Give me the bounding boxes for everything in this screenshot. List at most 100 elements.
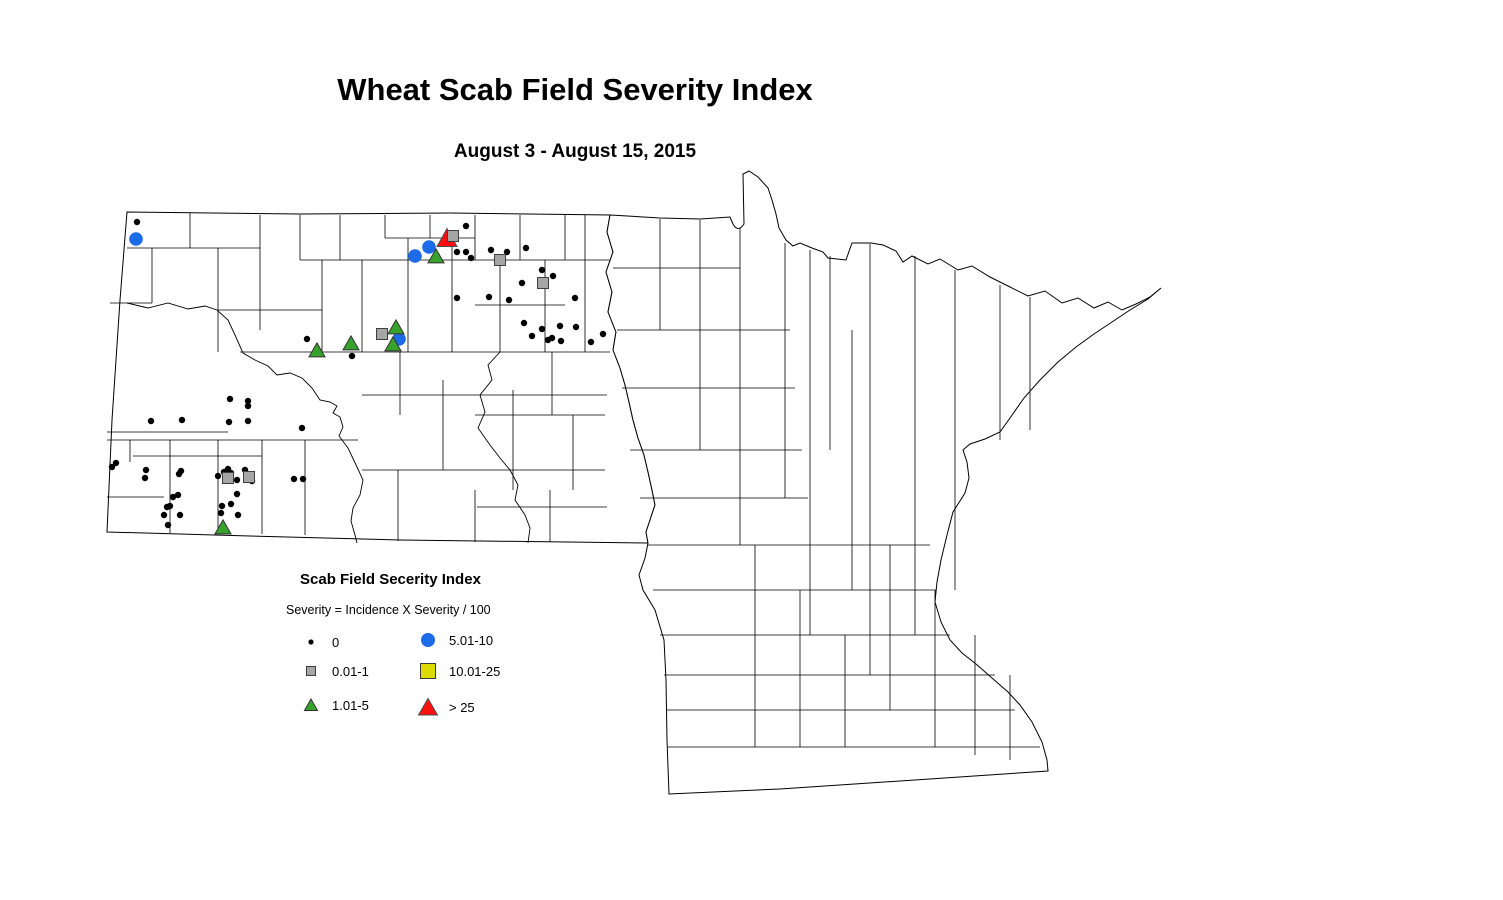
marker-dot [462, 248, 470, 256]
marker-dot [453, 294, 461, 302]
county-lines [107, 213, 1040, 760]
marker-dot [505, 296, 513, 304]
legend-item-0: 0 [299, 630, 339, 654]
marker-dot [169, 493, 177, 501]
marker-dot [244, 417, 252, 425]
marker-blue-circle [129, 232, 143, 246]
marker-dot [160, 511, 168, 519]
north-dakota-outline [106, 211, 656, 544]
gray-square-icon [306, 666, 316, 676]
marker-dot [175, 470, 183, 478]
minnesota-outline [605, 170, 1162, 795]
marker-dot [244, 397, 252, 405]
legend-item-4: 10.01-25 [416, 659, 500, 683]
legend-item-5: > 25 [416, 695, 475, 719]
marker-dot [244, 402, 252, 410]
marker-dot [217, 509, 225, 517]
marker-dot [348, 352, 356, 360]
marker-dot [518, 279, 526, 287]
marker-dot [147, 417, 155, 425]
marker-dot [290, 475, 298, 483]
page-subtitle: August 3 - August 15, 2015 [453, 141, 697, 162]
marker-dot [453, 248, 461, 256]
marker-green-triangle [387, 318, 405, 335]
marker-dot [226, 395, 234, 403]
marker-dot [298, 424, 306, 432]
missouri-river-line [126, 302, 364, 544]
marker-dot [549, 272, 557, 280]
legend-title: Scab Field Secerity Index [300, 571, 481, 588]
green-triangle-icon [303, 697, 319, 711]
legend-label: > 25 [449, 699, 475, 715]
marker-blue-circle [422, 240, 436, 254]
legend-item-2: 1.01-5 [299, 693, 369, 717]
marker-dot [467, 254, 475, 262]
marker-dot [166, 502, 174, 510]
marker-dot [227, 500, 235, 508]
marker-dot [218, 502, 226, 510]
marker-dot [503, 248, 511, 256]
legend-label: 0.01-1 [332, 663, 369, 679]
marker-dot [520, 319, 528, 327]
map-markers [108, 218, 607, 535]
marker-dot [108, 463, 116, 471]
marker-dot [142, 466, 150, 474]
legend-label: 1.01-5 [332, 697, 369, 713]
marker-dot [174, 491, 182, 499]
marker-dot [178, 416, 186, 424]
marker-dot [556, 322, 564, 330]
page-title: Wheat Scab Field Severity Index [337, 72, 813, 107]
legend-formula: Severity = Incidence X Severity / 100 [286, 603, 491, 617]
marker-green-triangle [342, 334, 360, 351]
yellow-square-icon [420, 663, 436, 679]
marker-green-triangle [384, 335, 402, 352]
marker-dot [133, 218, 141, 226]
blue-circle-icon [421, 633, 435, 647]
marker-dot [571, 294, 579, 302]
sheyenne-river-line [477, 351, 531, 544]
marker-dot [176, 511, 184, 519]
state-outlines [106, 170, 1162, 795]
marker-dot [548, 334, 556, 342]
marker-dot [234, 511, 242, 519]
black-dot-icon [308, 639, 314, 645]
marker-dot [572, 323, 580, 331]
marker-blue-circle [408, 249, 422, 263]
marker-dot [164, 521, 172, 529]
marker-gray-square [447, 230, 459, 242]
marker-green-triangle [308, 341, 326, 358]
marker-dot [599, 330, 607, 338]
marker-dot [303, 335, 311, 343]
marker-dot [233, 476, 241, 484]
marker-dot [538, 325, 546, 333]
marker-gray-square [494, 254, 506, 266]
marker-dot [538, 266, 546, 274]
marker-dot [528, 332, 536, 340]
marker-dot [299, 475, 307, 483]
marker-gray-square [243, 471, 255, 483]
marker-dot [522, 244, 530, 252]
marker-dot [587, 338, 595, 346]
red-triangle-icon [417, 697, 439, 716]
marker-gray-square [222, 472, 234, 484]
marker-dot [487, 246, 495, 254]
marker-green-triangle [214, 518, 232, 535]
marker-dot [485, 293, 493, 301]
marker-dot [225, 418, 233, 426]
marker-dot [214, 472, 222, 480]
marker-dot [462, 222, 470, 230]
legend-label: 0 [332, 634, 340, 650]
marker-dot [233, 490, 241, 498]
legend-item-1: 0.01-1 [299, 659, 369, 683]
marker-dot [141, 474, 149, 482]
legend-label: 5.01-10 [449, 632, 494, 648]
marker-green-triangle [427, 247, 445, 264]
marker-dot [557, 337, 565, 345]
legend-item-3: 5.01-10 [416, 628, 493, 652]
marker-gray-square [376, 328, 388, 340]
marker-gray-square [537, 277, 549, 289]
marker-dot [112, 459, 120, 467]
legend-label: 10.01-25 [449, 663, 501, 679]
